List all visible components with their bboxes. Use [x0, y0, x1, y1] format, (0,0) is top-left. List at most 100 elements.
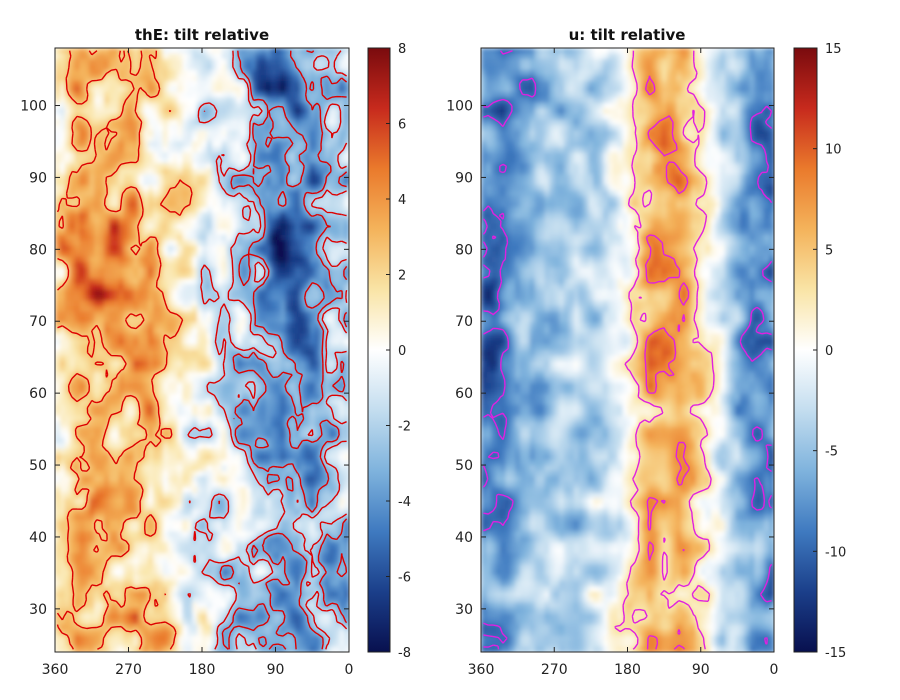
heatmap-cell — [236, 350, 242, 357]
heatmap-cell — [319, 223, 326, 230]
heatmap-cell — [55, 234, 61, 241]
heatmap-cell — [334, 382, 340, 390]
heatmap-cell — [314, 119, 321, 126]
heatmap-cell — [64, 168, 71, 176]
heatmap-cell — [295, 196, 301, 203]
heatmap-cell — [89, 278, 95, 285]
heatmap-cell — [290, 102, 296, 110]
heatmap-cell — [197, 267, 203, 274]
heatmap-cell — [84, 311, 91, 318]
heatmap-cell — [162, 399, 169, 406]
heatmap-cell — [231, 86, 238, 93]
heatmap-cell — [177, 262, 184, 269]
heatmap-cell — [211, 284, 218, 291]
heatmap-cell — [55, 146, 61, 154]
heatmap-cell — [329, 212, 336, 220]
heatmap-cell — [300, 393, 306, 401]
heatmap-cell — [153, 360, 159, 368]
heatmap-cell — [143, 399, 149, 406]
heatmap-cell — [197, 366, 203, 373]
heatmap-cell — [172, 289, 179, 296]
heatmap-cell — [236, 146, 242, 154]
heatmap-cell — [182, 48, 189, 55]
heatmap-cell — [334, 251, 340, 258]
heatmap-cell — [118, 262, 125, 269]
heatmap-cell — [172, 168, 179, 176]
heatmap-cell — [344, 339, 349, 346]
heatmap-cell — [138, 399, 144, 406]
heatmap-cell — [246, 355, 252, 362]
heatmap-cell — [148, 146, 154, 154]
heatmap-cell — [216, 212, 223, 220]
heatmap-cell — [285, 212, 291, 220]
heatmap-cell — [275, 278, 282, 285]
heatmap-cell — [236, 113, 242, 121]
heatmap-cell — [285, 273, 291, 280]
heatmap-cell — [255, 245, 262, 252]
heatmap-cell — [270, 141, 277, 148]
heatmap-cell — [290, 196, 296, 203]
heatmap-cell — [104, 251, 110, 258]
heatmap-cell — [280, 393, 287, 401]
heatmap-cell — [270, 146, 277, 154]
heatmap-cell — [339, 185, 345, 192]
heatmap-cell — [192, 360, 198, 368]
heatmap-cell — [275, 300, 282, 307]
heatmap-cell — [241, 223, 247, 230]
heatmap-cell — [216, 262, 223, 269]
heatmap-cell — [255, 91, 262, 99]
heatmap-cell — [211, 251, 218, 258]
heatmap-cell — [187, 443, 193, 450]
heatmap-cell — [94, 437, 100, 445]
heatmap-cell — [334, 64, 340, 71]
heatmap-cell — [295, 366, 301, 373]
heatmap-cell — [89, 399, 95, 406]
heatmap-cell — [182, 492, 189, 500]
heatmap-cell — [285, 179, 291, 187]
heatmap-cell — [108, 86, 115, 93]
heatmap-cell — [138, 157, 144, 165]
heatmap-cell — [202, 443, 208, 450]
heatmap-cell — [59, 459, 66, 467]
heatmap-cell — [182, 410, 189, 417]
heatmap-cell — [55, 360, 61, 368]
heatmap-cell — [236, 97, 242, 104]
heatmap-cell — [157, 481, 164, 489]
heatmap-cell — [329, 108, 336, 115]
heatmap-cell — [255, 190, 262, 198]
heatmap-cell — [64, 218, 71, 225]
heatmap-cell — [206, 108, 213, 115]
heatmap-cell — [265, 306, 272, 313]
heatmap-cell — [177, 58, 184, 66]
heatmap-cell — [192, 273, 198, 280]
heatmap-cell — [304, 426, 311, 434]
heatmap-cell — [167, 218, 174, 225]
heatmap-cell — [69, 58, 76, 66]
heatmap-cell — [280, 267, 287, 274]
heatmap-cell — [94, 426, 100, 434]
heatmap-cell — [148, 470, 154, 478]
heatmap-cell — [255, 333, 262, 340]
heatmap-cell — [206, 415, 213, 423]
heatmap-cell — [55, 262, 61, 269]
heatmap-cell — [79, 377, 86, 384]
heatmap-cell — [64, 278, 71, 285]
heatmap-cell — [216, 91, 223, 99]
heatmap-cell — [304, 119, 311, 126]
heatmap-cell — [329, 432, 336, 439]
heatmap-cell — [153, 212, 159, 220]
heatmap-cell — [192, 476, 198, 483]
heatmap-cell — [319, 152, 326, 159]
heatmap-cell — [344, 344, 349, 351]
heatmap-cell — [211, 333, 218, 340]
heatmap-cell — [285, 174, 291, 181]
heatmap-cell — [226, 113, 233, 121]
heatmap-cell — [128, 108, 135, 115]
heatmap-cell — [69, 355, 76, 362]
heatmap-cell — [172, 218, 179, 225]
heatmap-cell — [275, 168, 282, 176]
heatmap-cell — [172, 53, 179, 60]
heatmap-cell — [172, 64, 179, 71]
heatmap-cell — [202, 311, 208, 318]
heatmap-cell — [216, 448, 223, 456]
